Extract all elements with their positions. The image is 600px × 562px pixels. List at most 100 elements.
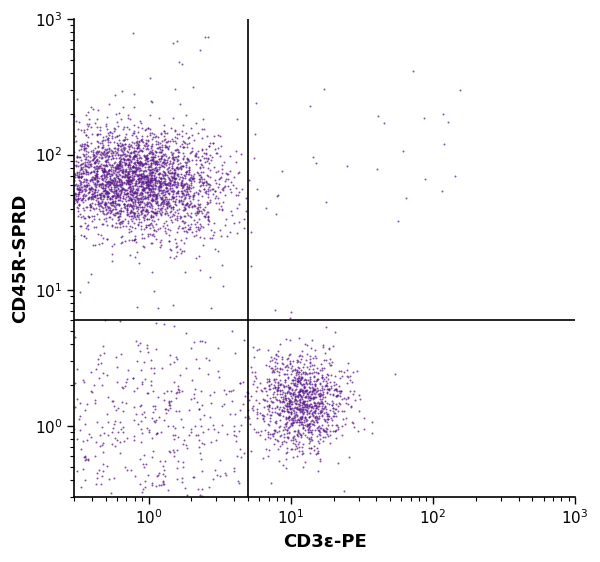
Point	[172, 388, 182, 397]
Point	[187, 156, 197, 165]
Point	[274, 456, 284, 465]
Point	[136, 170, 145, 179]
Point	[298, 391, 308, 400]
Point	[113, 165, 122, 174]
Point	[85, 115, 94, 124]
Point	[73, 193, 83, 202]
Point	[106, 199, 115, 208]
Point	[107, 215, 117, 224]
Point	[275, 365, 285, 374]
Point	[66, 164, 76, 173]
Point	[265, 403, 274, 412]
Point	[158, 178, 167, 187]
Point	[120, 169, 130, 178]
Point	[140, 151, 149, 160]
Point	[309, 417, 319, 426]
Point	[69, 137, 79, 146]
Point	[82, 157, 92, 166]
Point	[115, 217, 125, 226]
Point	[322, 388, 331, 397]
Point	[74, 173, 83, 182]
Point	[83, 138, 92, 147]
Point	[167, 169, 177, 178]
Point	[163, 180, 172, 189]
Point	[126, 211, 136, 220]
Point	[87, 155, 97, 164]
Point	[101, 156, 110, 165]
Point	[286, 401, 295, 410]
Point	[282, 399, 292, 408]
Point	[199, 153, 209, 162]
Point	[283, 418, 292, 427]
Point	[291, 410, 301, 419]
Point	[203, 155, 213, 164]
Point	[113, 208, 123, 217]
Point	[98, 143, 107, 152]
Point	[202, 132, 212, 140]
Point	[139, 451, 149, 460]
Point	[305, 354, 315, 363]
Point	[287, 400, 296, 409]
Point	[164, 198, 173, 207]
Point	[283, 387, 293, 396]
Point	[107, 161, 116, 170]
Point	[161, 200, 171, 209]
Point	[47, 159, 56, 168]
Point	[314, 402, 323, 411]
Point	[343, 393, 353, 402]
Point	[152, 137, 161, 146]
Point	[102, 188, 112, 197]
Point	[145, 184, 155, 193]
Point	[148, 132, 158, 141]
Point	[103, 430, 113, 439]
Point	[148, 181, 158, 190]
Point	[133, 140, 142, 149]
Point	[127, 194, 136, 203]
Point	[142, 150, 152, 159]
Point	[160, 135, 169, 144]
Point	[285, 388, 295, 397]
Point	[97, 202, 106, 211]
Point	[151, 193, 161, 202]
Point	[134, 138, 144, 147]
Point	[317, 404, 327, 413]
Point	[107, 192, 117, 201]
Point	[282, 404, 292, 413]
Point	[290, 364, 299, 373]
Point	[102, 188, 112, 197]
Point	[95, 192, 104, 201]
Point	[120, 133, 130, 142]
Point	[110, 416, 120, 425]
Point	[148, 174, 157, 183]
Point	[167, 215, 176, 224]
Point	[167, 186, 176, 195]
Point	[326, 370, 335, 379]
Point	[132, 143, 142, 152]
Point	[282, 388, 292, 397]
Point	[111, 185, 121, 194]
Point	[134, 164, 143, 173]
Point	[164, 194, 174, 203]
Point	[308, 364, 318, 373]
Point	[311, 393, 320, 402]
Point	[217, 202, 226, 211]
Point	[88, 178, 97, 187]
Point	[133, 207, 142, 216]
Point	[68, 156, 77, 165]
Point	[156, 182, 166, 191]
Point	[139, 159, 149, 168]
Point	[120, 161, 130, 170]
Point	[285, 389, 295, 398]
Point	[155, 147, 164, 156]
Point	[169, 173, 178, 182]
Point	[283, 407, 292, 416]
Point	[323, 414, 332, 423]
Point	[167, 183, 177, 192]
Point	[184, 175, 193, 184]
Point	[124, 152, 134, 161]
Point	[109, 178, 119, 187]
Point	[169, 452, 178, 461]
Point	[148, 414, 157, 423]
Point	[131, 189, 140, 198]
Point	[122, 201, 132, 210]
